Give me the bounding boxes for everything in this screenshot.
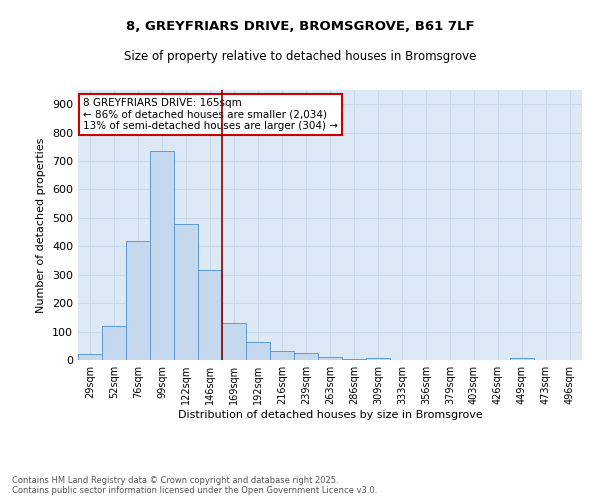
X-axis label: Distribution of detached houses by size in Bromsgrove: Distribution of detached houses by size … bbox=[178, 410, 482, 420]
Bar bbox=[78, 354, 102, 360]
Bar bbox=[366, 358, 390, 360]
Bar bbox=[150, 151, 174, 360]
Text: Contains HM Land Registry data © Crown copyright and database right 2025.
Contai: Contains HM Land Registry data © Crown c… bbox=[12, 476, 377, 495]
Bar bbox=[198, 270, 222, 360]
Bar bbox=[174, 224, 198, 360]
Bar bbox=[246, 342, 270, 360]
Text: Size of property relative to detached houses in Bromsgrove: Size of property relative to detached ho… bbox=[124, 50, 476, 63]
Bar bbox=[102, 326, 126, 360]
Bar bbox=[270, 352, 294, 360]
Text: 8, GREYFRIARS DRIVE, BROMSGROVE, B61 7LF: 8, GREYFRIARS DRIVE, BROMSGROVE, B61 7LF bbox=[125, 20, 475, 33]
Bar bbox=[294, 353, 318, 360]
Bar bbox=[318, 357, 342, 360]
Bar bbox=[342, 358, 366, 360]
Text: 8 GREYFRIARS DRIVE: 165sqm
← 86% of detached houses are smaller (2,034)
13% of s: 8 GREYFRIARS DRIVE: 165sqm ← 86% of deta… bbox=[83, 98, 338, 132]
Bar bbox=[126, 240, 150, 360]
Y-axis label: Number of detached properties: Number of detached properties bbox=[37, 138, 46, 312]
Bar bbox=[510, 358, 534, 360]
Bar bbox=[222, 323, 246, 360]
